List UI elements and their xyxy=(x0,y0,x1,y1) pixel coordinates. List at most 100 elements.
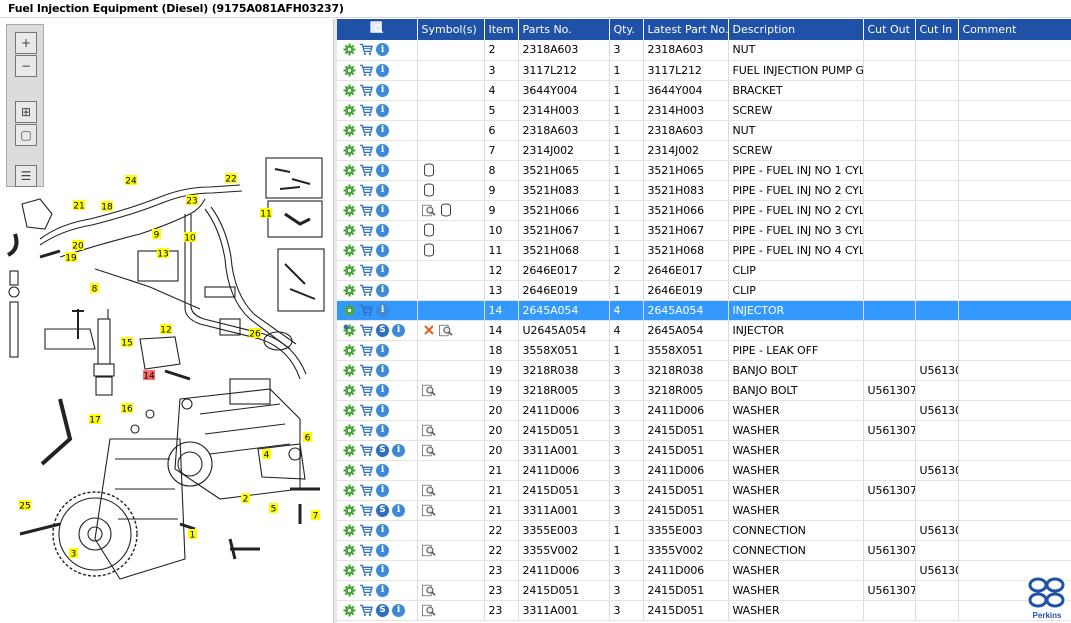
callout-13[interactable]: 13 xyxy=(157,248,169,259)
magnifier-icon[interactable] xyxy=(421,443,436,457)
gear-icon[interactable] xyxy=(342,383,356,397)
column-header-latest-part-no[interactable]: Latest Part No. xyxy=(643,19,729,40)
column-header-description[interactable]: Description xyxy=(728,19,864,40)
add-to-cart-icon[interactable] xyxy=(359,383,373,397)
exploded-diagram-pane[interactable]: + − ⊞ ▢ ☰ xyxy=(0,19,333,623)
column-chooser-icon[interactable] xyxy=(370,21,384,35)
column-header-cut-out[interactable]: Cut Out xyxy=(863,19,916,40)
gear-icon[interactable] xyxy=(342,343,356,357)
gear-icon[interactable] xyxy=(342,523,356,537)
table-row[interactable]: i223355V00213355V002CONNECTIONU561307k xyxy=(337,540,1071,561)
table-row[interactable]: i 10 3521H067 1 3521H067 PIPE - FUEL INJ NO 3… xyxy=(337,220,1071,241)
magnifier-icon[interactable] xyxy=(421,543,436,557)
table-row[interactable]: i 2 2318A603 3 2318A603 NUT xyxy=(337,40,1071,61)
callout-21[interactable]: 21 xyxy=(73,200,85,211)
add-to-cart-icon[interactable] xyxy=(359,123,373,137)
callout-23[interactable]: 23 xyxy=(186,195,198,206)
add-to-cart-icon[interactable] xyxy=(359,303,373,317)
add-to-cart-icon[interactable] xyxy=(359,603,373,617)
column-header-qty[interactable]: Qty. xyxy=(609,19,644,40)
table-row[interactable]: i 12 2646E017 2 2646E017 CLIP xyxy=(337,260,1071,281)
gear-icon[interactable] xyxy=(342,483,356,497)
gear-icon[interactable] xyxy=(342,183,356,197)
column-header-item[interactable]: Item xyxy=(484,19,519,40)
callout-11[interactable]: 11 xyxy=(260,208,272,219)
column-header-actions[interactable] xyxy=(337,19,418,40)
table-row[interactable]: i 21 2411D006 3 2411D006 WASHER U56130 xyxy=(337,460,1071,481)
add-to-cart-icon[interactable] xyxy=(359,163,373,177)
table-row[interactable]: i 20 2411D006 3 2411D006 WASHER U56130 xyxy=(337,400,1071,421)
info-icon[interactable]: i xyxy=(376,483,389,497)
magnifier-icon[interactable] xyxy=(421,423,436,437)
info-icon[interactable]: i xyxy=(376,83,389,97)
add-to-cart-icon[interactable] xyxy=(359,43,373,57)
multi-gear-icon[interactable] xyxy=(342,323,356,337)
table-row[interactable]: i 5 2314H003 1 2314H003 SCREW xyxy=(337,100,1071,121)
callout-16[interactable]: 16 xyxy=(121,403,133,414)
add-to-cart-icon[interactable] xyxy=(359,483,373,497)
info-icon[interactable]: i xyxy=(376,403,389,417)
table-row[interactable]: i 9 3521H083 1 3521H083 PIPE - FUEL INJ NO 2 … xyxy=(337,180,1071,201)
add-to-cart-icon[interactable] xyxy=(359,83,373,97)
table-row[interactable]: i 4 3644Y004 1 3644Y004 BRACKET xyxy=(337,80,1071,101)
add-to-cart-icon[interactable] xyxy=(359,243,373,257)
column-header-cut-in[interactable]: Cut In xyxy=(915,19,959,40)
callout-18[interactable]: 18 xyxy=(101,201,113,212)
info-icon[interactable]: i xyxy=(376,283,389,297)
info-icon[interactable]: i xyxy=(376,143,389,157)
add-to-cart-icon[interactable] xyxy=(359,423,373,437)
table-row[interactable]: i 22 3355E003 1 3355E003 CONNECTION U56130 xyxy=(337,520,1071,541)
info-icon[interactable]: i xyxy=(376,243,389,257)
table-row[interactable]: i 6 2318A603 1 2318A603 NUT xyxy=(337,120,1071,141)
info-icon[interactable]: i xyxy=(376,303,389,317)
fit-to-window-button[interactable]: ⊞ xyxy=(15,101,37,123)
callout-9[interactable]: 9 xyxy=(152,229,161,240)
info-icon[interactable]: i xyxy=(392,323,405,337)
gear-icon[interactable] xyxy=(342,163,356,177)
gear-icon[interactable] xyxy=(342,503,356,517)
callout-19[interactable]: 19 xyxy=(65,252,77,263)
info-icon[interactable]: i xyxy=(376,583,389,597)
callout-12[interactable]: 12 xyxy=(160,324,172,335)
supersession-icon[interactable]: S xyxy=(376,503,389,517)
add-to-cart-icon[interactable] xyxy=(359,563,373,577)
add-to-cart-icon[interactable] xyxy=(359,583,373,597)
gear-icon[interactable] xyxy=(342,223,356,237)
gear-icon[interactable] xyxy=(342,43,356,57)
gear-icon[interactable] xyxy=(342,363,356,377)
table-row[interactable]: i 23 2411D006 3 2411D006 WASHER U56130 xyxy=(337,560,1071,581)
callout-8[interactable]: 8 xyxy=(90,283,99,294)
callout-25[interactable]: 25 xyxy=(19,500,31,511)
info-icon[interactable]: i xyxy=(376,383,389,397)
add-to-cart-icon[interactable] xyxy=(359,203,373,217)
actual-size-button[interactable]: ▢ xyxy=(15,124,37,146)
gear-icon[interactable] xyxy=(342,603,356,617)
add-to-cart-icon[interactable] xyxy=(359,143,373,157)
magnifier-icon[interactable] xyxy=(438,323,453,337)
gear-icon[interactable] xyxy=(342,103,356,117)
info-icon[interactable]: i xyxy=(392,503,405,517)
add-to-cart-icon[interactable] xyxy=(359,343,373,357)
add-to-cart-icon[interactable] xyxy=(359,323,373,337)
callout-10[interactable]: 10 xyxy=(184,232,196,243)
magnifier-icon[interactable] xyxy=(421,383,436,397)
add-to-cart-icon[interactable] xyxy=(359,223,373,237)
add-to-cart-icon[interactable] xyxy=(359,443,373,457)
add-to-cart-icon[interactable] xyxy=(359,363,373,377)
gear-icon[interactable] xyxy=(342,243,356,257)
add-to-cart-icon[interactable] xyxy=(359,263,373,277)
gear-icon[interactable] xyxy=(342,543,356,557)
supersession-icon[interactable]: S xyxy=(376,443,389,457)
add-to-cart-icon[interactable] xyxy=(359,283,373,297)
info-icon[interactable]: i xyxy=(376,563,389,577)
table-row[interactable]: i202415D05132415D051WASHERU561307k xyxy=(337,420,1071,441)
add-to-cart-icon[interactable] xyxy=(359,543,373,557)
table-row[interactable]: i 7 2314J002 1 2314J002 SCREW xyxy=(337,140,1071,161)
table-row[interactable]: i 8 3521H065 1 3521H065 PIPE - FUEL INJ NO 1 … xyxy=(337,160,1071,181)
callout-6[interactable]: 6 xyxy=(303,432,312,443)
info-icon[interactable]: i xyxy=(376,543,389,557)
table-row[interactable]: i 11 3521H068 1 3521H068 PIPE - FUEL INJ NO 4… xyxy=(337,240,1071,261)
